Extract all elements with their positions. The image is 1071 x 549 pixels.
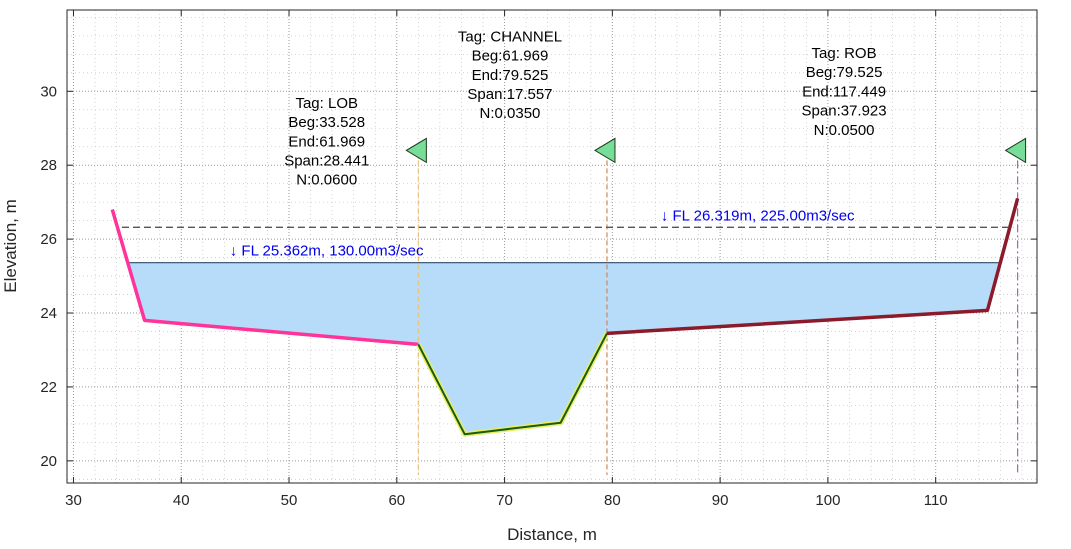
- y-axis-label: Elevation, m: [1, 199, 20, 293]
- flag-layer: [405, 137, 1027, 164]
- zone-flag-marker: [1004, 137, 1027, 164]
- x-tick-label: 50: [281, 492, 298, 509]
- zone-annotation-text: Beg:33.528: [288, 114, 365, 131]
- plot-frame: [66, 9, 1038, 484]
- zone-annotation-text: Tag: LOB: [295, 95, 358, 112]
- ground-layer: [110, 198, 1020, 437]
- water-fill-layer: [127, 262, 1001, 435]
- zone-annotation-text: End:117.449: [802, 83, 886, 100]
- zone-annotation-text: N:0.0600: [296, 172, 357, 189]
- rob-ground-line: [606, 198, 1020, 336]
- x-tick-label: 30: [65, 492, 82, 509]
- water-level-label: ↓ FL 25.362m, 130.00m3/sec: [230, 243, 424, 260]
- channel-ground-line: [417, 332, 608, 436]
- zone-annotation-text: End:61.969: [288, 133, 365, 150]
- water-level-label: ↓ FL 26.319m, 225.00m3/sec: [661, 208, 855, 225]
- zone-annotation-text: Span:37.923: [802, 103, 887, 120]
- x-tick-label: 60: [388, 492, 405, 509]
- x-tick-label: 110: [924, 492, 948, 509]
- x-tick-label: 100: [815, 492, 840, 509]
- x-tick-label: 90: [712, 492, 729, 509]
- zone-annotation-text: N:0.0500: [814, 122, 875, 139]
- y-tick-label: 22: [40, 379, 57, 396]
- y-tick-label: 24: [40, 305, 57, 322]
- lob-ground-line: [110, 209, 419, 347]
- zone-annotation-text: Tag: CHANNEL: [458, 28, 562, 45]
- zone-annotation-text: End:79.525: [472, 67, 549, 84]
- x-tick-label: 40: [173, 492, 190, 509]
- zone-flag-marker: [593, 137, 616, 164]
- x-tick-label: 70: [496, 492, 513, 509]
- zone-flag-marker: [405, 137, 427, 164]
- x-tick-label: 80: [604, 492, 621, 509]
- water-fill-area: [127, 262, 1001, 435]
- y-tick-label: 28: [40, 157, 57, 174]
- zone-annotation-text: Beg:79.525: [806, 64, 883, 81]
- zone-annotation-text: Span:28.441: [284, 153, 369, 170]
- y-tick-label: 20: [40, 453, 57, 470]
- x-axis-label: Distance, m: [507, 525, 597, 544]
- y-tick-label: 30: [40, 83, 57, 100]
- zone-annotation-text: Beg:61.969: [472, 48, 549, 65]
- y-tick-label: 26: [40, 231, 57, 248]
- water-level-layer: ↓ FL 25.362m, 130.00m3/sec ↓ FL 26.319m, …: [121, 208, 1014, 260]
- zone-annotation-text: N:0.0350: [480, 105, 541, 122]
- annotation-layer: Tag: LOB Beg:33.528 End:61.969 Span:28.441 N…: [284, 28, 886, 188]
- zone-annotation-text: Tag: ROB: [812, 45, 877, 62]
- zone-annotation-text: Span:17.557: [467, 86, 552, 103]
- tick-layer: 30 40 50 60 70 80 90 100 110 20 22 24 26 28 30: [40, 10, 1037, 509]
- divider-layer: [417, 160, 1019, 475]
